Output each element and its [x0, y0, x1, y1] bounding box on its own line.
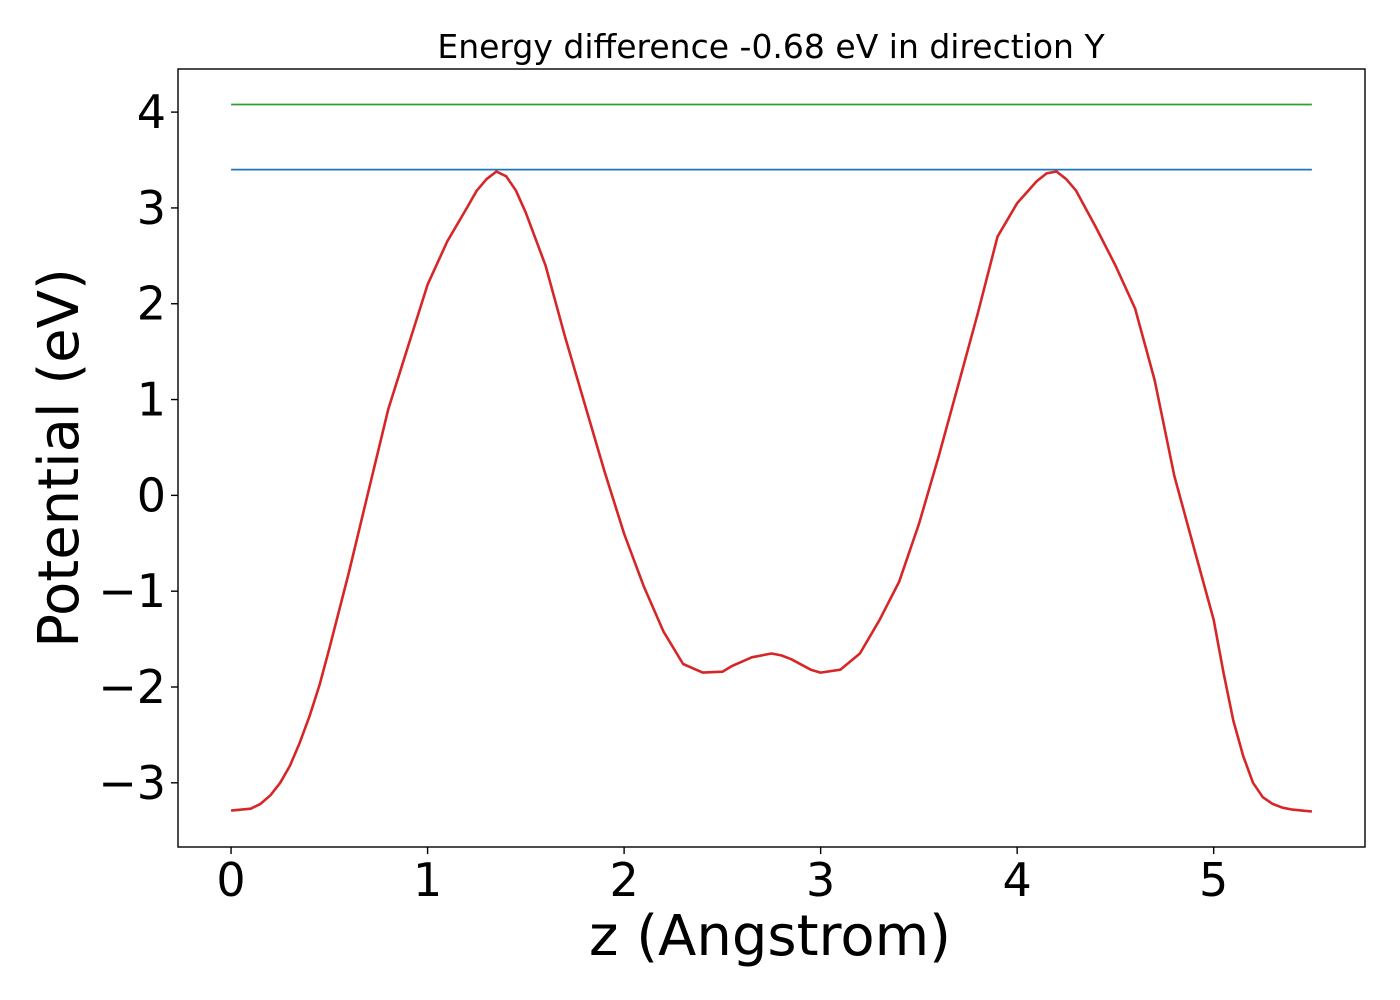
x-axis: 0 1 2 3 4 5	[216, 847, 1228, 907]
y-tick-label: 4	[137, 85, 166, 139]
y-tick-label: −1	[98, 564, 166, 618]
x-tick-label: 2	[609, 853, 638, 907]
y-axis: −3 −2 −1 0 1 2 3 4	[98, 85, 178, 810]
chart-title: Energy difference -0.68 eV in direction …	[437, 27, 1105, 66]
x-tick-label: 0	[216, 853, 245, 907]
x-tick-label: 4	[1003, 853, 1032, 907]
y-tick-label: 2	[137, 277, 166, 331]
plot-frame	[177, 68, 1366, 848]
y-axis-label: Potential (eV)	[27, 268, 92, 648]
x-tick-label: 1	[413, 853, 442, 907]
y-tick-label: 3	[137, 181, 166, 235]
y-tick-label: −2	[98, 660, 166, 714]
x-tick-label: 5	[1199, 853, 1228, 907]
series-line-2	[230, 170, 1313, 813]
y-tick-label: 1	[137, 373, 166, 427]
x-tick-label: 3	[806, 853, 835, 907]
y-tick-label: 0	[137, 468, 166, 522]
plot-area	[230, 103, 1313, 813]
x-axis-label: z (Angstrom)	[589, 904, 951, 969]
y-tick-label: −3	[98, 756, 166, 810]
